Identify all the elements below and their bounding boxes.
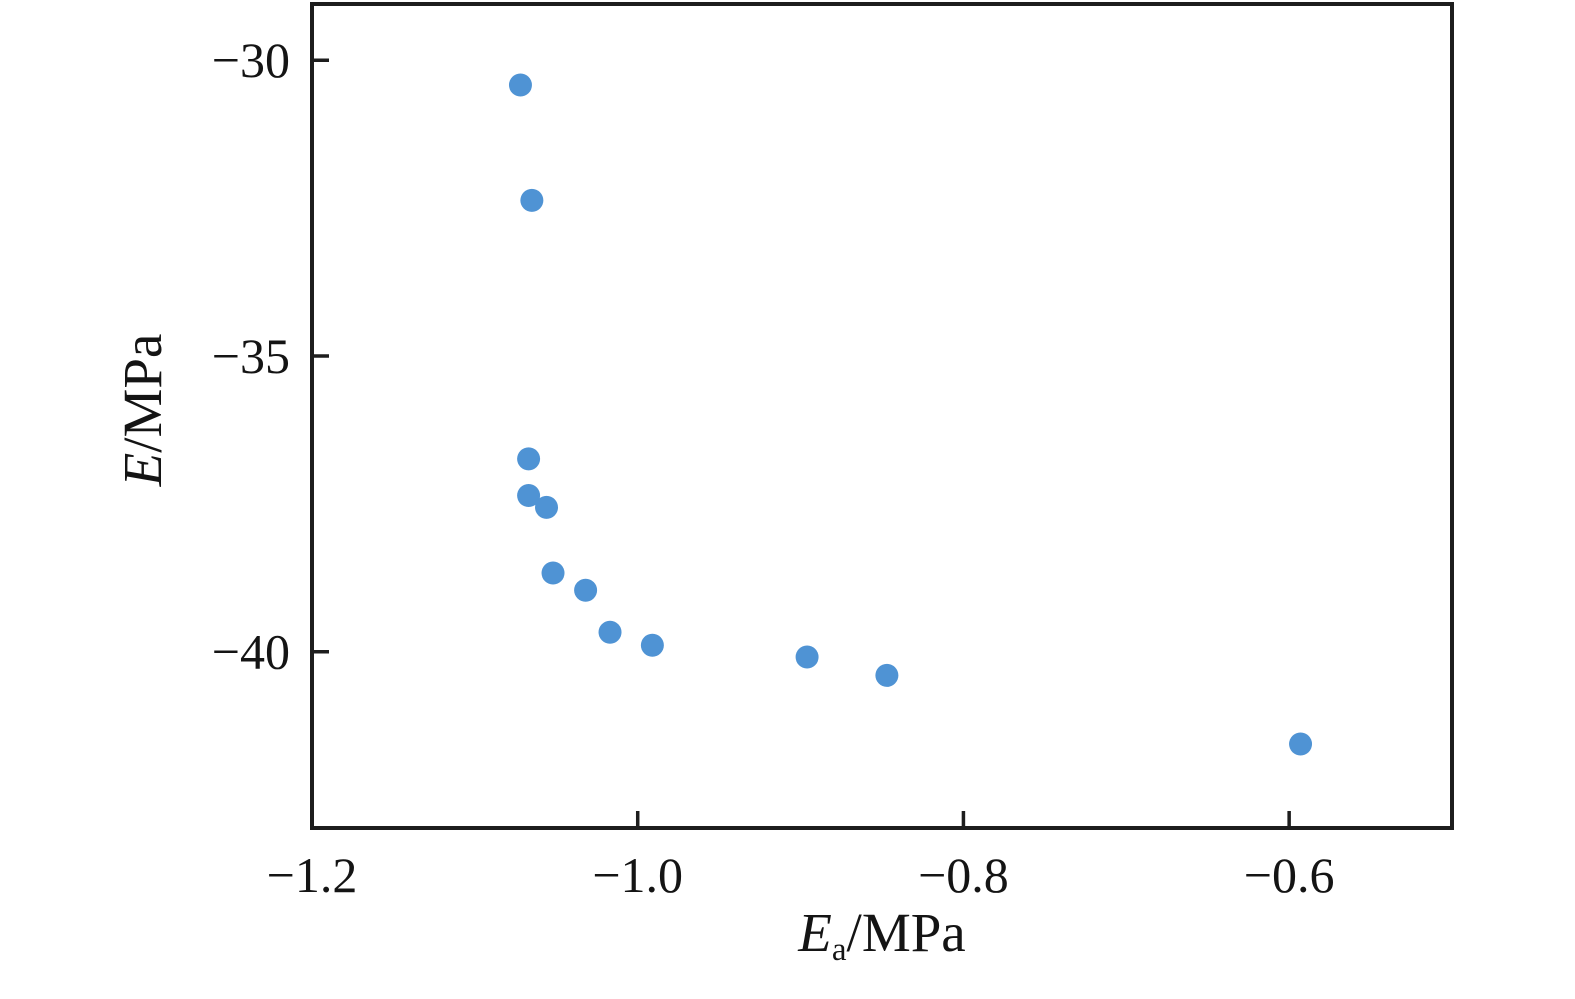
data-point [517,447,541,471]
data-point [520,188,544,212]
x-tick-label: −1.2 [267,847,358,903]
plot-border [310,2,1454,830]
data-point [1289,732,1313,756]
x-tick-label: −0.8 [918,847,1009,903]
y-axis-label: E/MPa [111,333,174,487]
data-point [598,620,622,644]
y-tick-label: −35 [212,328,290,384]
y-tick-label: −30 [212,32,290,88]
x-axis-unit: /MPa [846,902,966,963]
y-tick-label: −40 [212,624,290,680]
x-axis-subscript: a [831,932,847,969]
data-point [795,645,819,669]
data-point [640,633,664,657]
y-axis-unit: /MPa [111,333,173,453]
data-point [541,561,565,585]
x-axis-label: Ea/MPa [798,902,966,966]
data-point [574,578,598,602]
data-point [508,73,532,97]
x-tick-label: −1.0 [592,847,683,903]
data-point [875,663,899,687]
x-axis-variable: E [798,902,832,963]
y-axis-variable: E [111,452,173,487]
data-point [535,495,559,519]
data-point [517,484,541,508]
x-tick-label: −0.6 [1244,847,1335,903]
